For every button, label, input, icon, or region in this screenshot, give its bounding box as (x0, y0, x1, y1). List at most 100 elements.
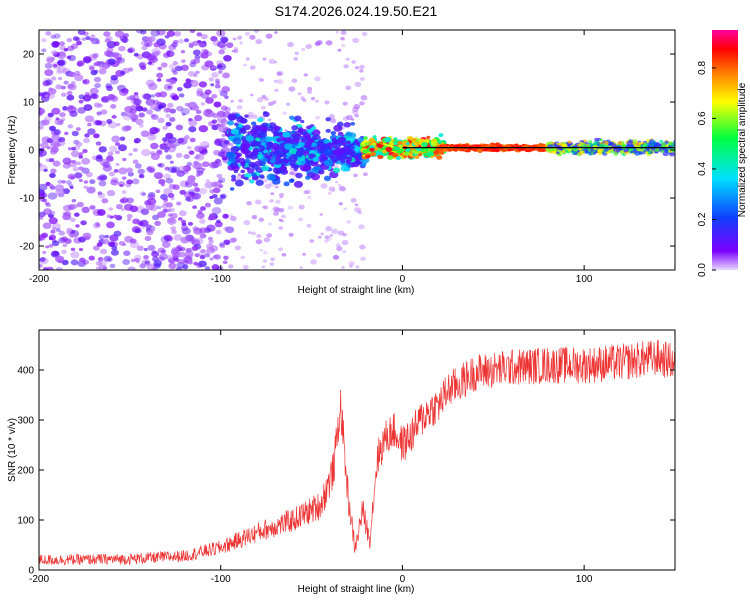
heatmap-cell (392, 147, 397, 152)
heatmap-cell (113, 41, 120, 47)
heatmap-cell (199, 254, 206, 260)
heatmap-cell (39, 263, 43, 268)
heatmap-cell (187, 146, 192, 150)
heatmap-cell (354, 161, 360, 166)
heatmap-cell (191, 192, 202, 200)
heatmap-cell (198, 125, 209, 133)
heatmap-cell (277, 150, 287, 158)
heatmap-cell (297, 92, 302, 96)
heatmap-cell (175, 65, 183, 72)
heatmap-cell (227, 120, 235, 126)
heatmap-cell (323, 175, 332, 182)
heatmap-cell (164, 149, 169, 153)
heatmap-cell (310, 96, 316, 101)
heatmap-cell (127, 217, 132, 222)
heatmap-cell (141, 208, 149, 215)
heatmap-cell (71, 80, 76, 85)
heatmap-cell (599, 138, 603, 142)
heatmap-cell (263, 251, 268, 255)
heatmap-cell (342, 233, 347, 237)
heatmap-cell (70, 150, 80, 158)
heatmap-cell (349, 264, 353, 268)
heatmap-cell (196, 167, 205, 174)
heatmap-cell (48, 236, 54, 241)
heatmap-cell (126, 197, 134, 204)
heatmap-cell (648, 143, 655, 149)
heatmap-cell (218, 177, 226, 183)
heatmap-cell (283, 181, 290, 187)
heatmap-cell (122, 157, 127, 162)
heatmap-cell (216, 173, 223, 179)
heatmap-cell (77, 107, 86, 114)
heatmap-cell (354, 81, 362, 87)
colorbar: 0.0 0.2 0.4 0.6 0.8 Normalized spectral ampl… (697, 30, 748, 277)
heatmap-cell (229, 237, 237, 243)
heatmap-cell (270, 257, 275, 261)
heatmap-cell (163, 83, 174, 91)
heatmap-cell (287, 205, 294, 210)
heatmap-cell (267, 118, 272, 122)
heatmap-cell (67, 124, 74, 129)
heatmap-cell (320, 157, 326, 162)
heatmap-cell (83, 180, 89, 184)
heatmap-cell (266, 146, 272, 151)
heatmap-cell (216, 60, 224, 66)
heatmap-cell (151, 250, 160, 258)
heatmap-cell (120, 198, 127, 204)
heatmap-cell (95, 266, 101, 270)
heatmap-cell (314, 76, 321, 82)
heatmap-cell (204, 89, 212, 95)
colorbar-tick-label: 0.8 (697, 61, 708, 75)
heatmap-cell (262, 178, 269, 183)
heatmap-cell (324, 100, 330, 105)
heatmap-cell (342, 250, 347, 254)
heatmap-cell (244, 114, 249, 118)
heatmap-cell (659, 139, 664, 144)
heatmap-cell (153, 172, 159, 177)
heatmap-cell (430, 140, 438, 147)
heatmap-cell (357, 137, 365, 143)
heatmap-cell (411, 149, 416, 153)
heatmap-cell (317, 235, 322, 239)
heatmap-cell (576, 143, 581, 147)
heatmap-cell (181, 112, 186, 116)
heatmap-cell (121, 190, 127, 195)
heatmap-cell (62, 204, 72, 212)
heatmap-cell (626, 140, 633, 146)
heatmap-cell (95, 260, 103, 266)
heatmap-cell (232, 37, 237, 41)
heatmap-cell (171, 68, 177, 73)
heatmap-cell (207, 236, 213, 241)
heatmap-cell (274, 207, 281, 213)
heatmap-cell (110, 249, 119, 256)
heatmap-cell (291, 78, 298, 83)
heatmap-cell (223, 255, 229, 260)
heatmap-cell (171, 42, 178, 48)
heatmap-cell (236, 105, 243, 110)
heatmap-cell (204, 253, 211, 258)
heatmap-cell (215, 123, 221, 128)
heatmap-cell (179, 180, 189, 188)
heatmap-cell (157, 163, 163, 168)
heatmap-cell (166, 30, 176, 37)
heatmap-cell (111, 245, 118, 251)
heatmap-cell (169, 160, 174, 164)
heatmap-cell (95, 120, 103, 126)
heatmap-cell (220, 105, 228, 111)
heatmap-cell (150, 94, 156, 98)
heatmap-cell (250, 93, 254, 97)
heatmap-cell (349, 145, 355, 150)
y-tick-label: 100 (17, 516, 34, 527)
heatmap-cell (260, 78, 265, 82)
heatmap-cell (70, 259, 79, 266)
heatmap-cell (219, 242, 225, 247)
heatmap-cell (122, 259, 131, 265)
heatmap-cell (98, 180, 107, 187)
heatmap-cell (305, 175, 311, 180)
heatmap-cell (83, 31, 89, 36)
heatmap-cell (176, 244, 182, 250)
heatmap-cell (172, 39, 179, 45)
heatmap-cell (178, 39, 184, 44)
heatmap-cell (346, 140, 351, 145)
heatmap-cell (116, 123, 121, 127)
